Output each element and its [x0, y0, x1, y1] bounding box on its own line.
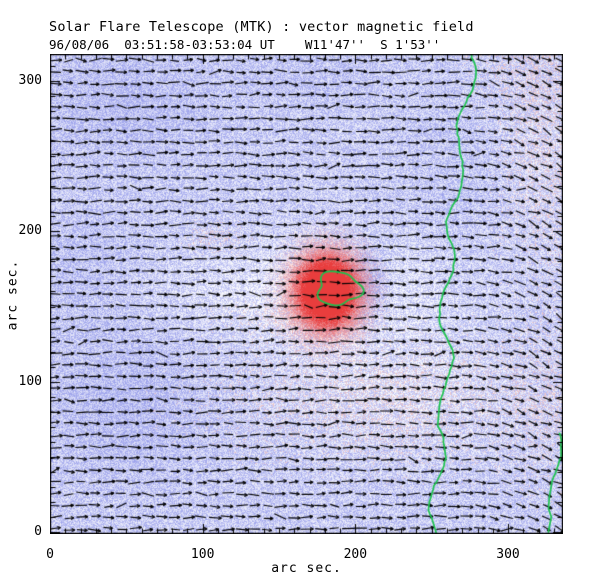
- chart-title: Solar Flare Telescope (MTK) : vector mag…: [49, 19, 474, 35]
- x-axis-label: arc sec.: [271, 561, 342, 576]
- x-tick-label: 100: [190, 547, 215, 562]
- y-tick-label: 300: [18, 73, 42, 89]
- chart-subtitle: 96/08/06 03:51:58-03:53:04 UT W11'47'' S…: [49, 37, 441, 52]
- plot-area: [50, 54, 563, 534]
- x-tick-label: 200: [343, 547, 368, 562]
- x-tick-label: 0: [46, 547, 54, 562]
- y-tick-label: 100: [18, 373, 42, 389]
- y-tick-label: 200: [18, 223, 42, 239]
- x-tick-label: 300: [496, 547, 520, 562]
- y-tick-label: 0: [34, 524, 42, 539]
- magnetogram-canvas: [50, 54, 563, 534]
- y-axis-label: arc sec.: [5, 259, 21, 331]
